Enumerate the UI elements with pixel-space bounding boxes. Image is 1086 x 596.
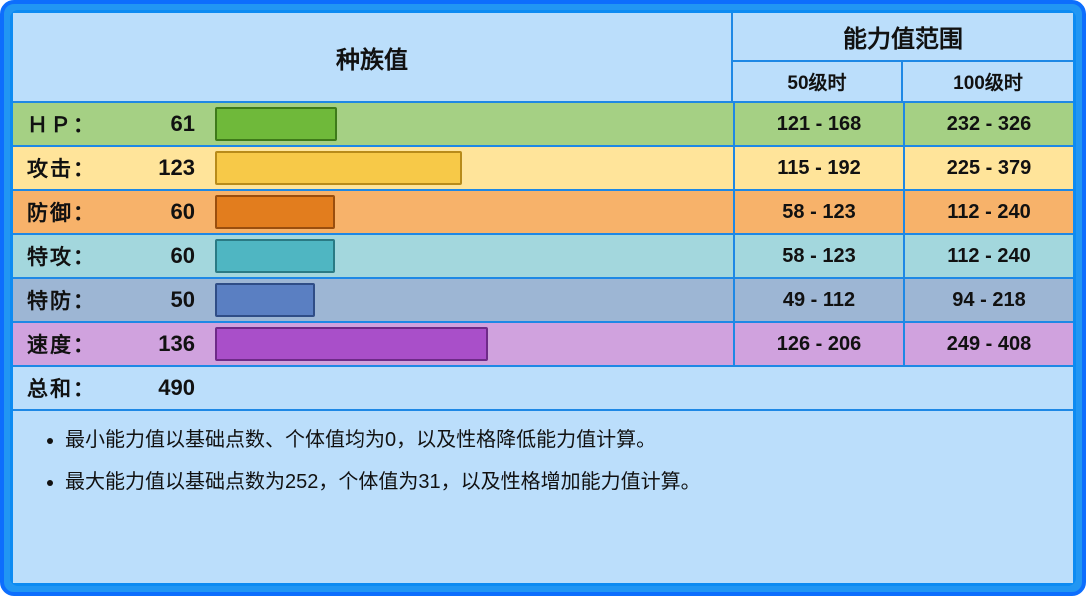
note-item: 最大能力值以基础点数为252，个体值为31，以及性格增加能力值计算。 — [65, 463, 1055, 501]
stat-base-value: 61 — [117, 103, 213, 145]
stat-bar — [215, 239, 335, 273]
notes-list: 最小能力值以基础点数、个体值均为0，以及性格降低能力值计算。最大能力值以基础点数… — [43, 421, 1055, 501]
total-range-lv50 — [733, 367, 903, 409]
notes-section: 最小能力值以基础点数、个体值均为0，以及性格降低能力值计算。最大能力值以基础点数… — [13, 411, 1073, 583]
stat-bar — [215, 195, 335, 229]
stat-label: 防御： — [13, 191, 117, 233]
stat-bar-cell — [213, 235, 733, 277]
stat-row-spe: 速度：136 126 - 206249 - 408 — [13, 323, 1073, 367]
stat-range-lv50: 121 - 168 — [733, 103, 903, 145]
stat-range-lv100: 112 - 240 — [903, 235, 1073, 277]
stat-label: ＨＰ： — [13, 103, 117, 145]
total-value: 490 — [117, 367, 213, 409]
stat-range-lv100: 112 - 240 — [903, 191, 1073, 233]
stat-bar-cell — [213, 103, 733, 145]
header-lv50: 50级时 — [733, 62, 903, 101]
table-header: 种族值 能力值范围 50级时 100级时 — [13, 13, 1073, 103]
stat-bar — [215, 283, 315, 317]
stat-base-value: 50 — [117, 279, 213, 321]
stat-range-lv50: 49 - 112 — [733, 279, 903, 321]
stat-range-lv50: 58 - 123 — [733, 191, 903, 233]
stat-range-lv100: 225 - 379 — [903, 147, 1073, 189]
stat-range-lv100: 94 - 218 — [903, 279, 1073, 321]
note-item: 最小能力值以基础点数、个体值均为0，以及性格降低能力值计算。 — [65, 421, 1055, 459]
total-bar-cell — [213, 367, 733, 409]
stat-row-spa: 特攻：60 58 - 123112 - 240 — [13, 235, 1073, 279]
stat-range-lv100: 249 - 408 — [903, 323, 1073, 365]
stat-bar — [215, 151, 462, 185]
total-label: 总和： — [13, 367, 117, 409]
total-range-lv100 — [903, 367, 1073, 409]
stat-row-hp: ＨＰ：61 121 - 168232 - 326 — [13, 103, 1073, 147]
stat-bar-cell — [213, 147, 733, 189]
stat-label: 特防： — [13, 279, 117, 321]
stat-label: 速度： — [13, 323, 117, 365]
stat-row-spd: 特防：50 49 - 11294 - 218 — [13, 279, 1073, 323]
stat-bar-cell — [213, 323, 733, 365]
stat-row-atk: 攻击：123 115 - 192225 - 379 — [13, 147, 1073, 191]
stats-table: 种族值 能力值范围 50级时 100级时 ＨＰ：61 121 - 168232 -… — [10, 10, 1076, 586]
stat-bar — [215, 327, 488, 361]
stat-row-total: 总和：490 — [13, 367, 1073, 411]
stat-bar — [215, 107, 337, 141]
stat-base-value: 60 — [117, 191, 213, 233]
stat-base-value: 136 — [117, 323, 213, 365]
stat-range-lv50: 58 - 123 — [733, 235, 903, 277]
stat-range-lv100: 232 - 326 — [903, 103, 1073, 145]
stat-bar-cell — [213, 191, 733, 233]
stat-label: 攻击： — [13, 147, 117, 189]
outer-frame: 种族值 能力值范围 50级时 100级时 ＨＰ：61 121 - 168232 -… — [0, 0, 1086, 596]
header-lv100: 100级时 — [903, 62, 1073, 101]
stat-label: 特攻： — [13, 235, 117, 277]
stat-range-lv50: 126 - 206 — [733, 323, 903, 365]
stat-base-value: 123 — [117, 147, 213, 189]
stat-bar-cell — [213, 279, 733, 321]
stat-base-value: 60 — [117, 235, 213, 277]
header-species: 种族值 — [13, 13, 733, 101]
stat-row-def: 防御：60 58 - 123112 - 240 — [13, 191, 1073, 235]
stat-range-lv50: 115 - 192 — [733, 147, 903, 189]
stat-rows: ＨＰ：61 121 - 168232 - 326 攻击：123 115 - 19222… — [13, 103, 1073, 583]
header-range: 能力值范围 — [733, 13, 1073, 62]
